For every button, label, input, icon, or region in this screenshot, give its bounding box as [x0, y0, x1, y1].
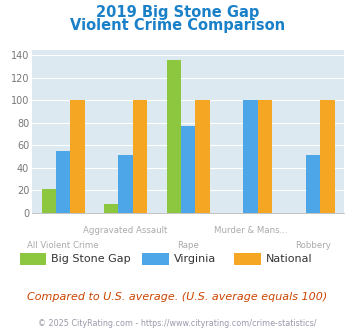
Text: Robbery: Robbery: [295, 241, 331, 250]
Bar: [258, 100, 272, 213]
Bar: [306, 155, 320, 213]
Text: Violent Crime Comparison: Violent Crime Comparison: [70, 18, 285, 33]
Text: All Violent Crime: All Violent Crime: [27, 241, 99, 250]
Bar: [119, 155, 133, 213]
Bar: [181, 126, 195, 213]
Text: Compared to U.S. average. (U.S. average equals 100): Compared to U.S. average. (U.S. average …: [27, 292, 328, 302]
Bar: [56, 151, 70, 213]
Bar: [133, 100, 147, 213]
Bar: [42, 189, 56, 213]
Text: Virginia: Virginia: [174, 254, 216, 264]
Bar: [104, 204, 119, 213]
Bar: [195, 100, 210, 213]
Bar: [166, 60, 181, 213]
Bar: [320, 100, 335, 213]
Bar: [244, 100, 258, 213]
Text: 2019 Big Stone Gap: 2019 Big Stone Gap: [96, 5, 259, 20]
Text: © 2025 CityRating.com - https://www.cityrating.com/crime-statistics/: © 2025 CityRating.com - https://www.city…: [38, 319, 317, 328]
Bar: [70, 100, 85, 213]
Text: Big Stone Gap: Big Stone Gap: [51, 254, 131, 264]
Text: Murder & Mans...: Murder & Mans...: [214, 226, 288, 235]
Text: Rape: Rape: [177, 241, 199, 250]
Text: National: National: [266, 254, 313, 264]
Text: Aggravated Assault: Aggravated Assault: [83, 226, 168, 235]
